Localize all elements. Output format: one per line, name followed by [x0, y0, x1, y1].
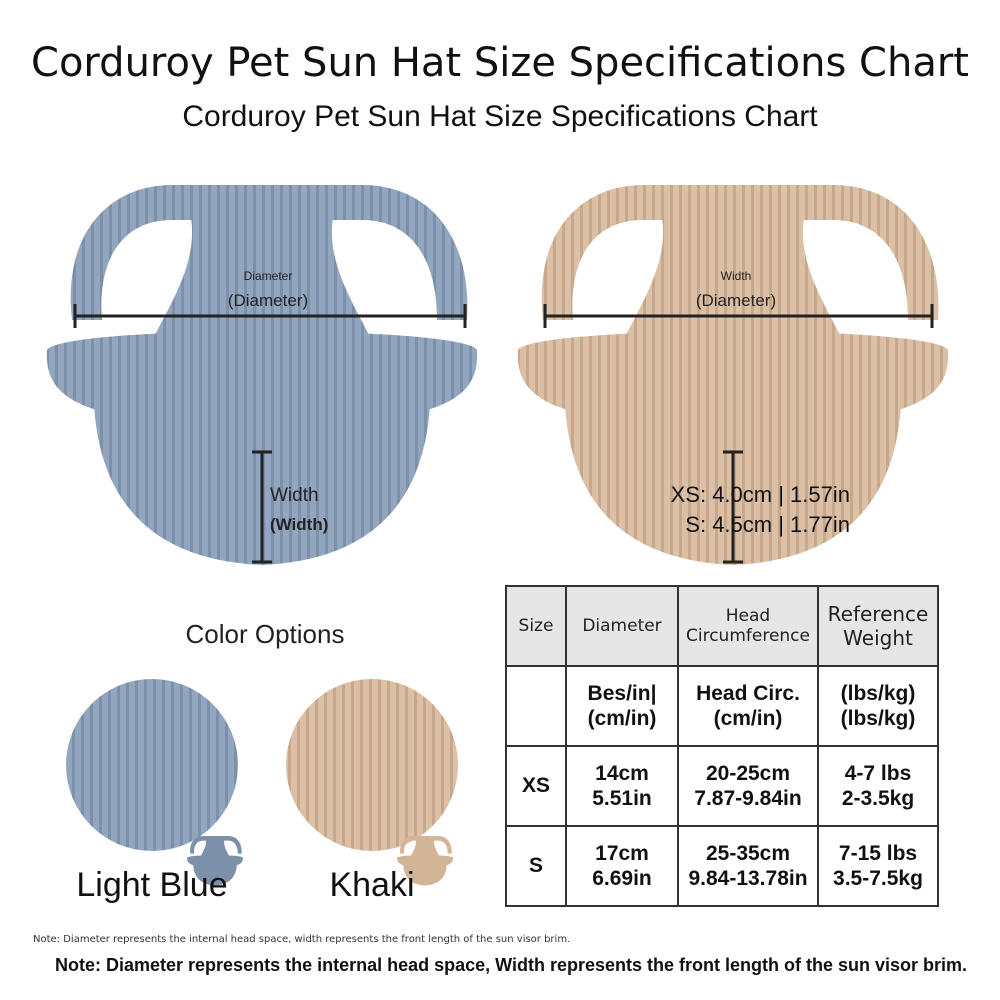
- subtitle: Corduroy Pet Sun Hat Size Specifications…: [182, 100, 818, 133]
- cell-text: 5.51in: [592, 787, 652, 810]
- cell-text: (cm/in): [587, 707, 657, 730]
- row: XS 14cm 5.51in 20-25cm 7.87-9.84in 4-7 lbs…: [505, 745, 939, 827]
- swatch-khaki: [286, 679, 458, 851]
- note-large: Note: Diameter represents the internal h…: [55, 955, 968, 975]
- label: XS: 4.0cm | 1.57in: [671, 482, 850, 507]
- label: Width: [721, 269, 752, 283]
- label: S: 4.5cm | 1.77in: [685, 512, 850, 537]
- cell-text: Head Circ.: [696, 681, 800, 705]
- cell: 7-15 lbs 3.5-7.5kg: [817, 825, 939, 907]
- label: Width: [270, 485, 319, 506]
- cell: (lbs/kg) (lbs/kg): [817, 665, 939, 747]
- color-options-title: Color Options: [186, 619, 345, 649]
- header-cell: Diameter: [565, 585, 679, 667]
- cell: Bes/in| (cm/in): [565, 665, 679, 747]
- illustrations: Diameter (Diameter) Width (Width) Width …: [46, 185, 949, 904]
- cell-text: 3.5-7.5kg: [833, 867, 923, 890]
- cell: 17cm 6.69in: [565, 825, 679, 907]
- cell-text: 20-25cm: [705, 761, 791, 785]
- cell: Head Circ. (cm/in): [677, 665, 819, 747]
- cell-text: 2-3.5kg: [841, 787, 915, 810]
- title: Corduroy Pet Sun Hat Size Specifications…: [31, 40, 969, 86]
- cell-text: (lbs/kg): [840, 681, 916, 705]
- label: (Diameter): [696, 291, 776, 310]
- label: (Diameter): [228, 291, 308, 310]
- size-table: Size Diameter Head Circumference Referen…: [505, 585, 939, 907]
- header-cell: Reference Weight: [817, 585, 939, 667]
- header-row: Size Diameter Head Circumference Referen…: [505, 585, 939, 667]
- color-name: Khaki: [329, 866, 414, 904]
- cell: 20-25cm 7.87-9.84in: [677, 745, 819, 827]
- label: (Width): [270, 515, 328, 534]
- cell: 4-7 lbs 2-3.5kg: [817, 745, 939, 827]
- cell-text: 7-15 lbs: [838, 841, 918, 865]
- color-name: Light Blue: [76, 866, 227, 904]
- cell-text: Bes/in|: [587, 681, 657, 705]
- note-small: Note: Diameter represents the internal h…: [33, 934, 571, 945]
- swatch-blue: [66, 679, 238, 851]
- cell-text: 14cm: [595, 761, 649, 785]
- cell-text: 9.84-13.78in: [688, 867, 808, 890]
- cell-text: 7.87-9.84in: [694, 787, 802, 810]
- cell-text: (lbs/kg): [840, 707, 916, 730]
- measure-lines: [73, 304, 934, 564]
- size-cell: XS: [505, 745, 567, 827]
- cell-text: 4-7 lbs: [844, 761, 912, 785]
- size-cell: S: [505, 825, 567, 907]
- header-cell: Size: [505, 585, 567, 667]
- header-cell: Head Circumference: [677, 585, 819, 667]
- cell: 14cm 5.51in: [565, 745, 679, 827]
- label: Diameter: [244, 269, 293, 283]
- cell-text: 17cm: [595, 841, 649, 865]
- cell: [505, 665, 567, 747]
- row: S 17cm 6.69in 25-35cm 9.84-13.78in 7-15 lb…: [505, 825, 939, 907]
- cell-text: 25-35cm: [705, 841, 791, 865]
- cell: 25-35cm 9.84-13.78in: [677, 825, 819, 907]
- cell-text: (cm/in): [713, 707, 783, 730]
- cell-text: 6.69in: [592, 867, 652, 890]
- subheader-row: Bes/in| (cm/in) Head Circ. (cm/in) (lbs/kg…: [505, 665, 939, 747]
